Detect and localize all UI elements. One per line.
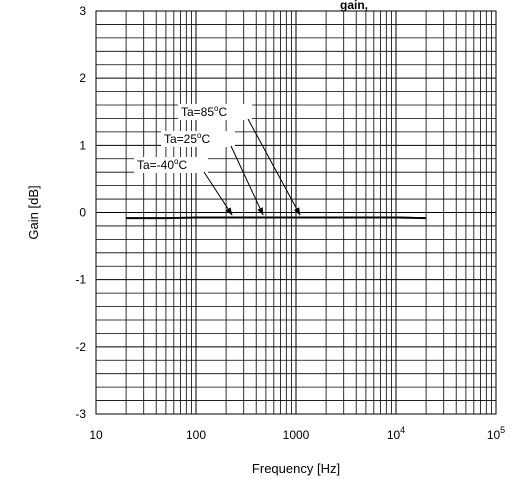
y-tick-labels: 3 2 1 0 -1 -2 -3 [75,4,86,421]
y-tick-label: -3 [75,407,86,421]
annotation-arrowhead [294,207,301,216]
x-tick-label: 100 [186,428,206,442]
series-line [126,217,427,220]
annotation-arrowhead [257,207,264,216]
y-tick-label: 2 [79,71,86,85]
x-tick-label: 10 [89,428,103,442]
y-axis-label: Gain [dB] [26,185,41,239]
x-tick-exponent: 4 [400,425,405,435]
y-tick-label: 1 [79,138,86,152]
x-tick-exponent: 5 [500,425,505,435]
series-lines [126,216,427,220]
annotation-label: Ta=85oC [181,104,227,119]
y-tick-label: -1 [75,273,86,287]
annotation-box [178,104,252,120]
chart-title: gain, [340,0,368,12]
annotation-unit: C [201,132,210,146]
plot-frame [95,10,497,415]
x-tick-label: 1000 [283,428,310,442]
annotation-label: Ta=25oC [164,131,210,146]
degree-mark: o [174,157,179,166]
annotation-box [134,157,208,173]
y-tick-label: 0 [79,206,86,220]
annotations: Ta=85oC Ta=25oC Ta=-40oC [134,104,301,216]
degree-mark: o [214,104,219,113]
annotation-label: Ta=-40oC [137,157,187,172]
x-axis-label: Frequency [Hz] [252,461,340,476]
y-tick-label: -2 [75,340,86,354]
annotation-unit: C [218,105,227,119]
annotation-box [161,131,235,147]
annotation-unit: C [178,158,187,172]
annotation-leader [230,145,264,216]
annotation-arrowhead [225,207,233,216]
annotation-leader [247,118,301,216]
y-tick-label: 3 [79,4,86,18]
degree-mark: o [197,131,202,140]
annotation-leader [203,171,233,216]
